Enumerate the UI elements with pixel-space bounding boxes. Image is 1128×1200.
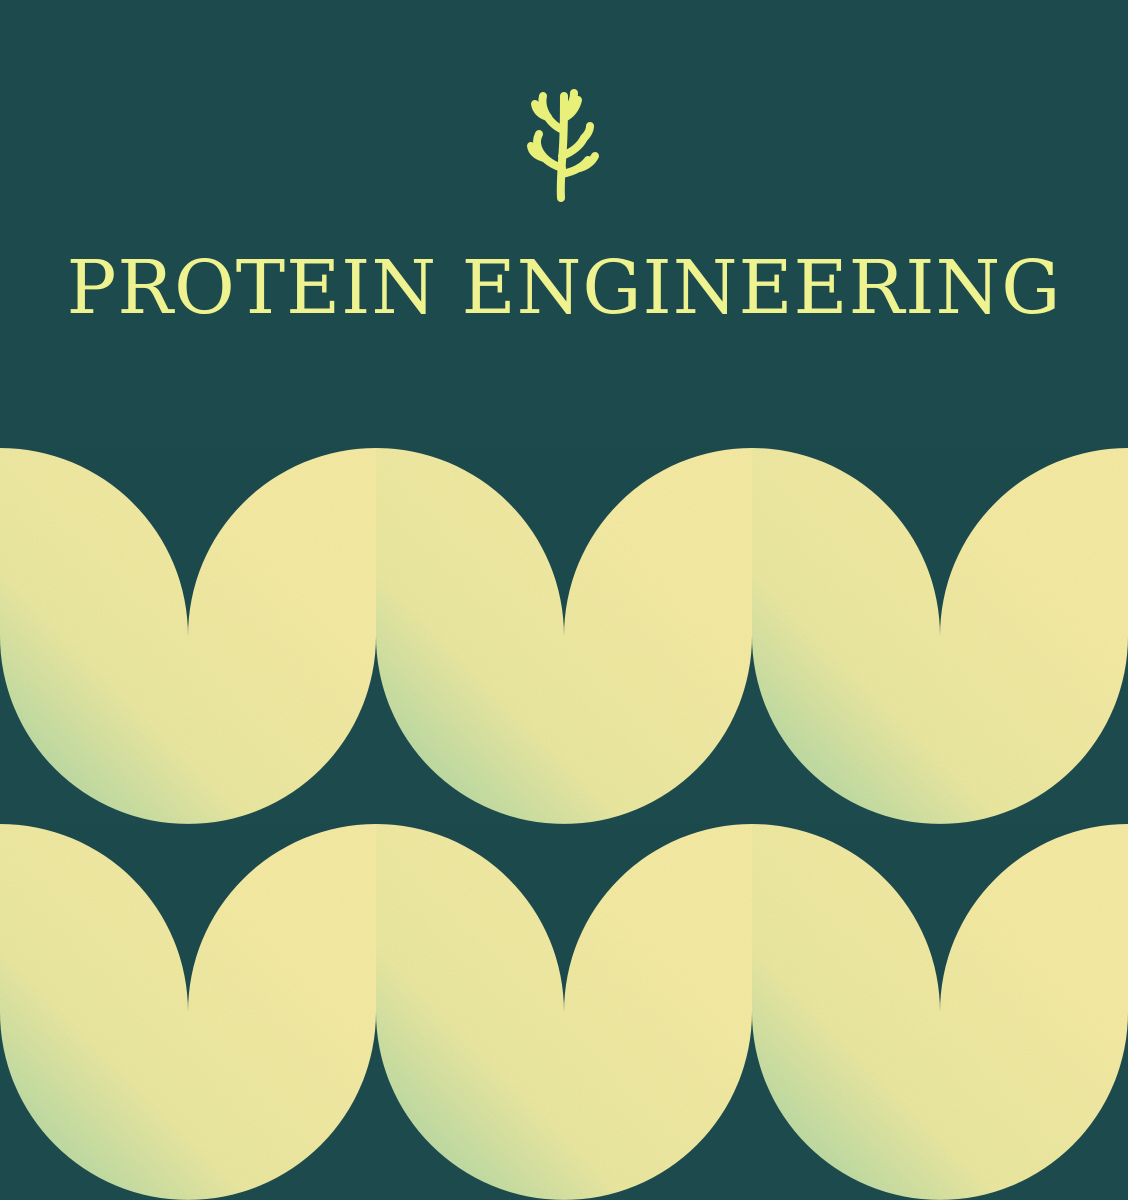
petal-tile [376, 448, 752, 824]
petal-tile [0, 824, 376, 1200]
petal-tile [752, 824, 1128, 1200]
decorative-wave-pattern [0, 448, 1128, 1200]
page-title: PROTEIN ENGINEERING [66, 245, 1062, 331]
petal-tile [0, 448, 376, 824]
petal-tile [752, 448, 1128, 824]
petal-tile [376, 824, 752, 1200]
coral-branch-icon [527, 89, 599, 202]
